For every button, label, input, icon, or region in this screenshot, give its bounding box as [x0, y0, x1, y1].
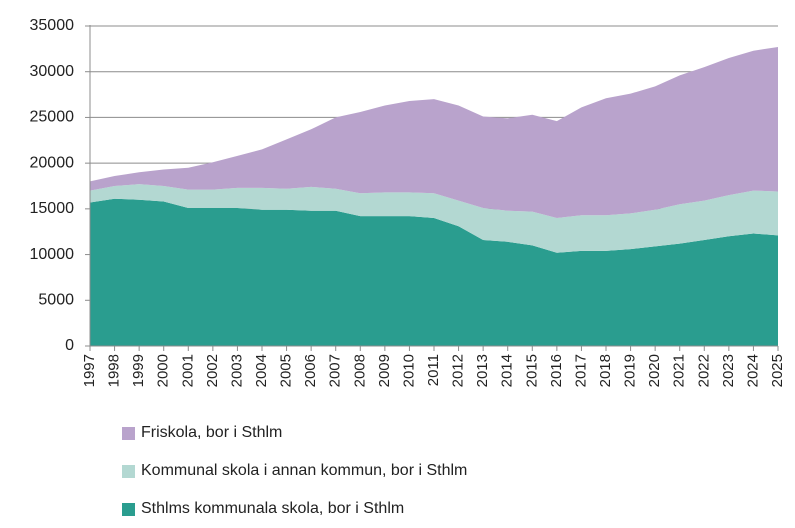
x-tick-label: 2006: [302, 354, 319, 387]
x-tick-label: 2001: [179, 354, 196, 387]
x-tick-label: 2014: [499, 354, 516, 387]
area-series-sthlms-kommunala-skola-bor-i-sthlm: [90, 198, 778, 346]
x-tick-label: 2019: [622, 354, 639, 387]
y-axis-tick-labels: 0 5000 10000 15000 20000 25000 30000 35000: [30, 17, 75, 354]
legend-item: Sthlms kommunala skola, bor i Sthlm: [122, 490, 467, 528]
legend-item: Kommunal skola i annan kommun, bor i Sth…: [122, 452, 467, 490]
y-tick-label: 35000: [30, 17, 75, 34]
x-tick-label: 2002: [204, 354, 221, 387]
x-tick-label: 2015: [523, 354, 540, 387]
legend-label: Kommunal skola i annan kommun, bor i Sth…: [141, 462, 468, 479]
legend-label: Sthlms kommunala skola, bor i Sthlm: [141, 500, 405, 517]
legend-swatch: [122, 502, 135, 516]
x-tick-label: 2018: [597, 354, 614, 387]
x-tick-label: 2010: [400, 354, 417, 387]
x-tick-label: 2013: [474, 354, 491, 387]
legend-item: Friskola, bor i Sthlm: [122, 414, 467, 452]
x-tick-label: 2017: [572, 354, 589, 387]
x-tick-label: 2025: [769, 354, 786, 387]
series-areas: [90, 47, 778, 346]
x-tick-label: 1998: [106, 354, 123, 387]
x-axis-tick-labels: 1997 1998 1999 2000 2001 2002 2003 2004 2005 2006…: [81, 354, 786, 387]
y-tick-label: 20000: [30, 154, 75, 171]
x-tick-label: 2022: [695, 354, 712, 387]
y-tick-label: 15000: [30, 200, 75, 217]
axes: [85, 25, 779, 351]
y-tick-label: 0: [65, 337, 74, 354]
legend-label: Friskola, bor i Sthlm: [141, 424, 283, 441]
x-tick-label: 1999: [130, 354, 147, 387]
x-tick-label: 2007: [327, 354, 344, 387]
y-tick-label: 30000: [30, 63, 75, 80]
y-tick-label: 5000: [38, 292, 74, 309]
x-tick-label: 2009: [376, 354, 393, 387]
x-tick-label: 2004: [253, 354, 270, 387]
x-tick-label: 2003: [228, 354, 245, 387]
area-series-kommunal-skola-i-annan-kommun-bor-i-sthlm: [90, 184, 778, 253]
y-tick-label: 10000: [30, 246, 75, 263]
legend-swatch: [122, 426, 135, 440]
x-tick-label: 2023: [720, 354, 737, 387]
x-tick-label: 2008: [351, 354, 368, 387]
legend: Friskola, bor i Sthlm Kommunal skola i an…: [122, 414, 467, 528]
x-tick-label: 2016: [548, 354, 565, 387]
x-tick-label: 2012: [450, 354, 467, 387]
x-tick-label: 2011: [425, 354, 442, 386]
x-tick-label: 2000: [155, 354, 172, 387]
x-tick-label: 2024: [744, 354, 761, 387]
legend-swatch: [122, 464, 135, 478]
area-series-friskola-bor-i-sthlm: [90, 47, 778, 218]
x-tick-label: 2005: [278, 354, 295, 387]
x-tick-label: 1997: [81, 354, 98, 387]
x-tick-label: 2020: [646, 354, 663, 387]
x-tick-label: 2021: [671, 354, 688, 387]
y-tick-label: 25000: [30, 109, 75, 126]
